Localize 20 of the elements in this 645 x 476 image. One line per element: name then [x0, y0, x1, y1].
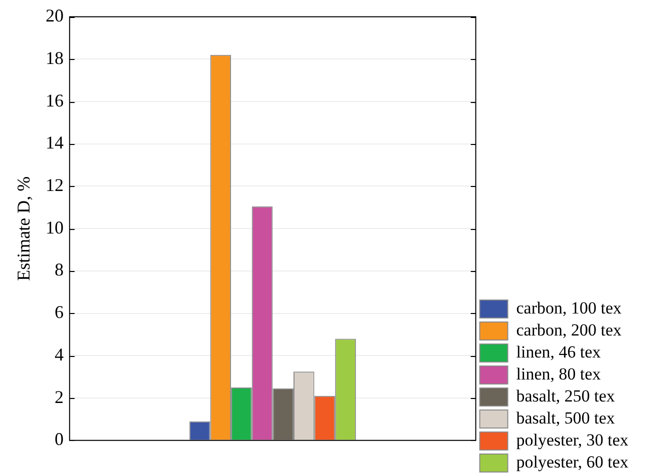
- legend-label: linen, 80 tex: [516, 364, 602, 384]
- legend-label: linen, 46 tex: [516, 342, 602, 362]
- y-tick-label: 18: [46, 48, 64, 68]
- legend-label: basalt, 500 tex: [516, 408, 616, 428]
- legend-label: carbon, 100 tex: [516, 298, 622, 318]
- legend-label: carbon, 200 tex: [516, 320, 622, 340]
- legend-label: polyester, 60 tex: [516, 452, 629, 472]
- legend-label: basalt, 250 tex: [516, 386, 616, 406]
- y-tick-label: 10: [46, 217, 64, 238]
- y-tick-label: 12: [46, 174, 64, 195]
- y-axis-title: Estimate D, %: [14, 176, 34, 281]
- y-tick-label: 4: [54, 344, 64, 364]
- y-tick-label: 14: [46, 132, 64, 153]
- y-tick-label: 2: [54, 386, 64, 407]
- y-tick-label: 20: [46, 6, 64, 26]
- y-tick-label: 0: [54, 429, 64, 450]
- legend-label: polyester, 30 tex: [516, 430, 629, 450]
- y-tick-label: 16: [46, 90, 64, 110]
- y-tick-label: 6: [54, 302, 64, 322]
- y-tick-label: 8: [54, 260, 64, 280]
